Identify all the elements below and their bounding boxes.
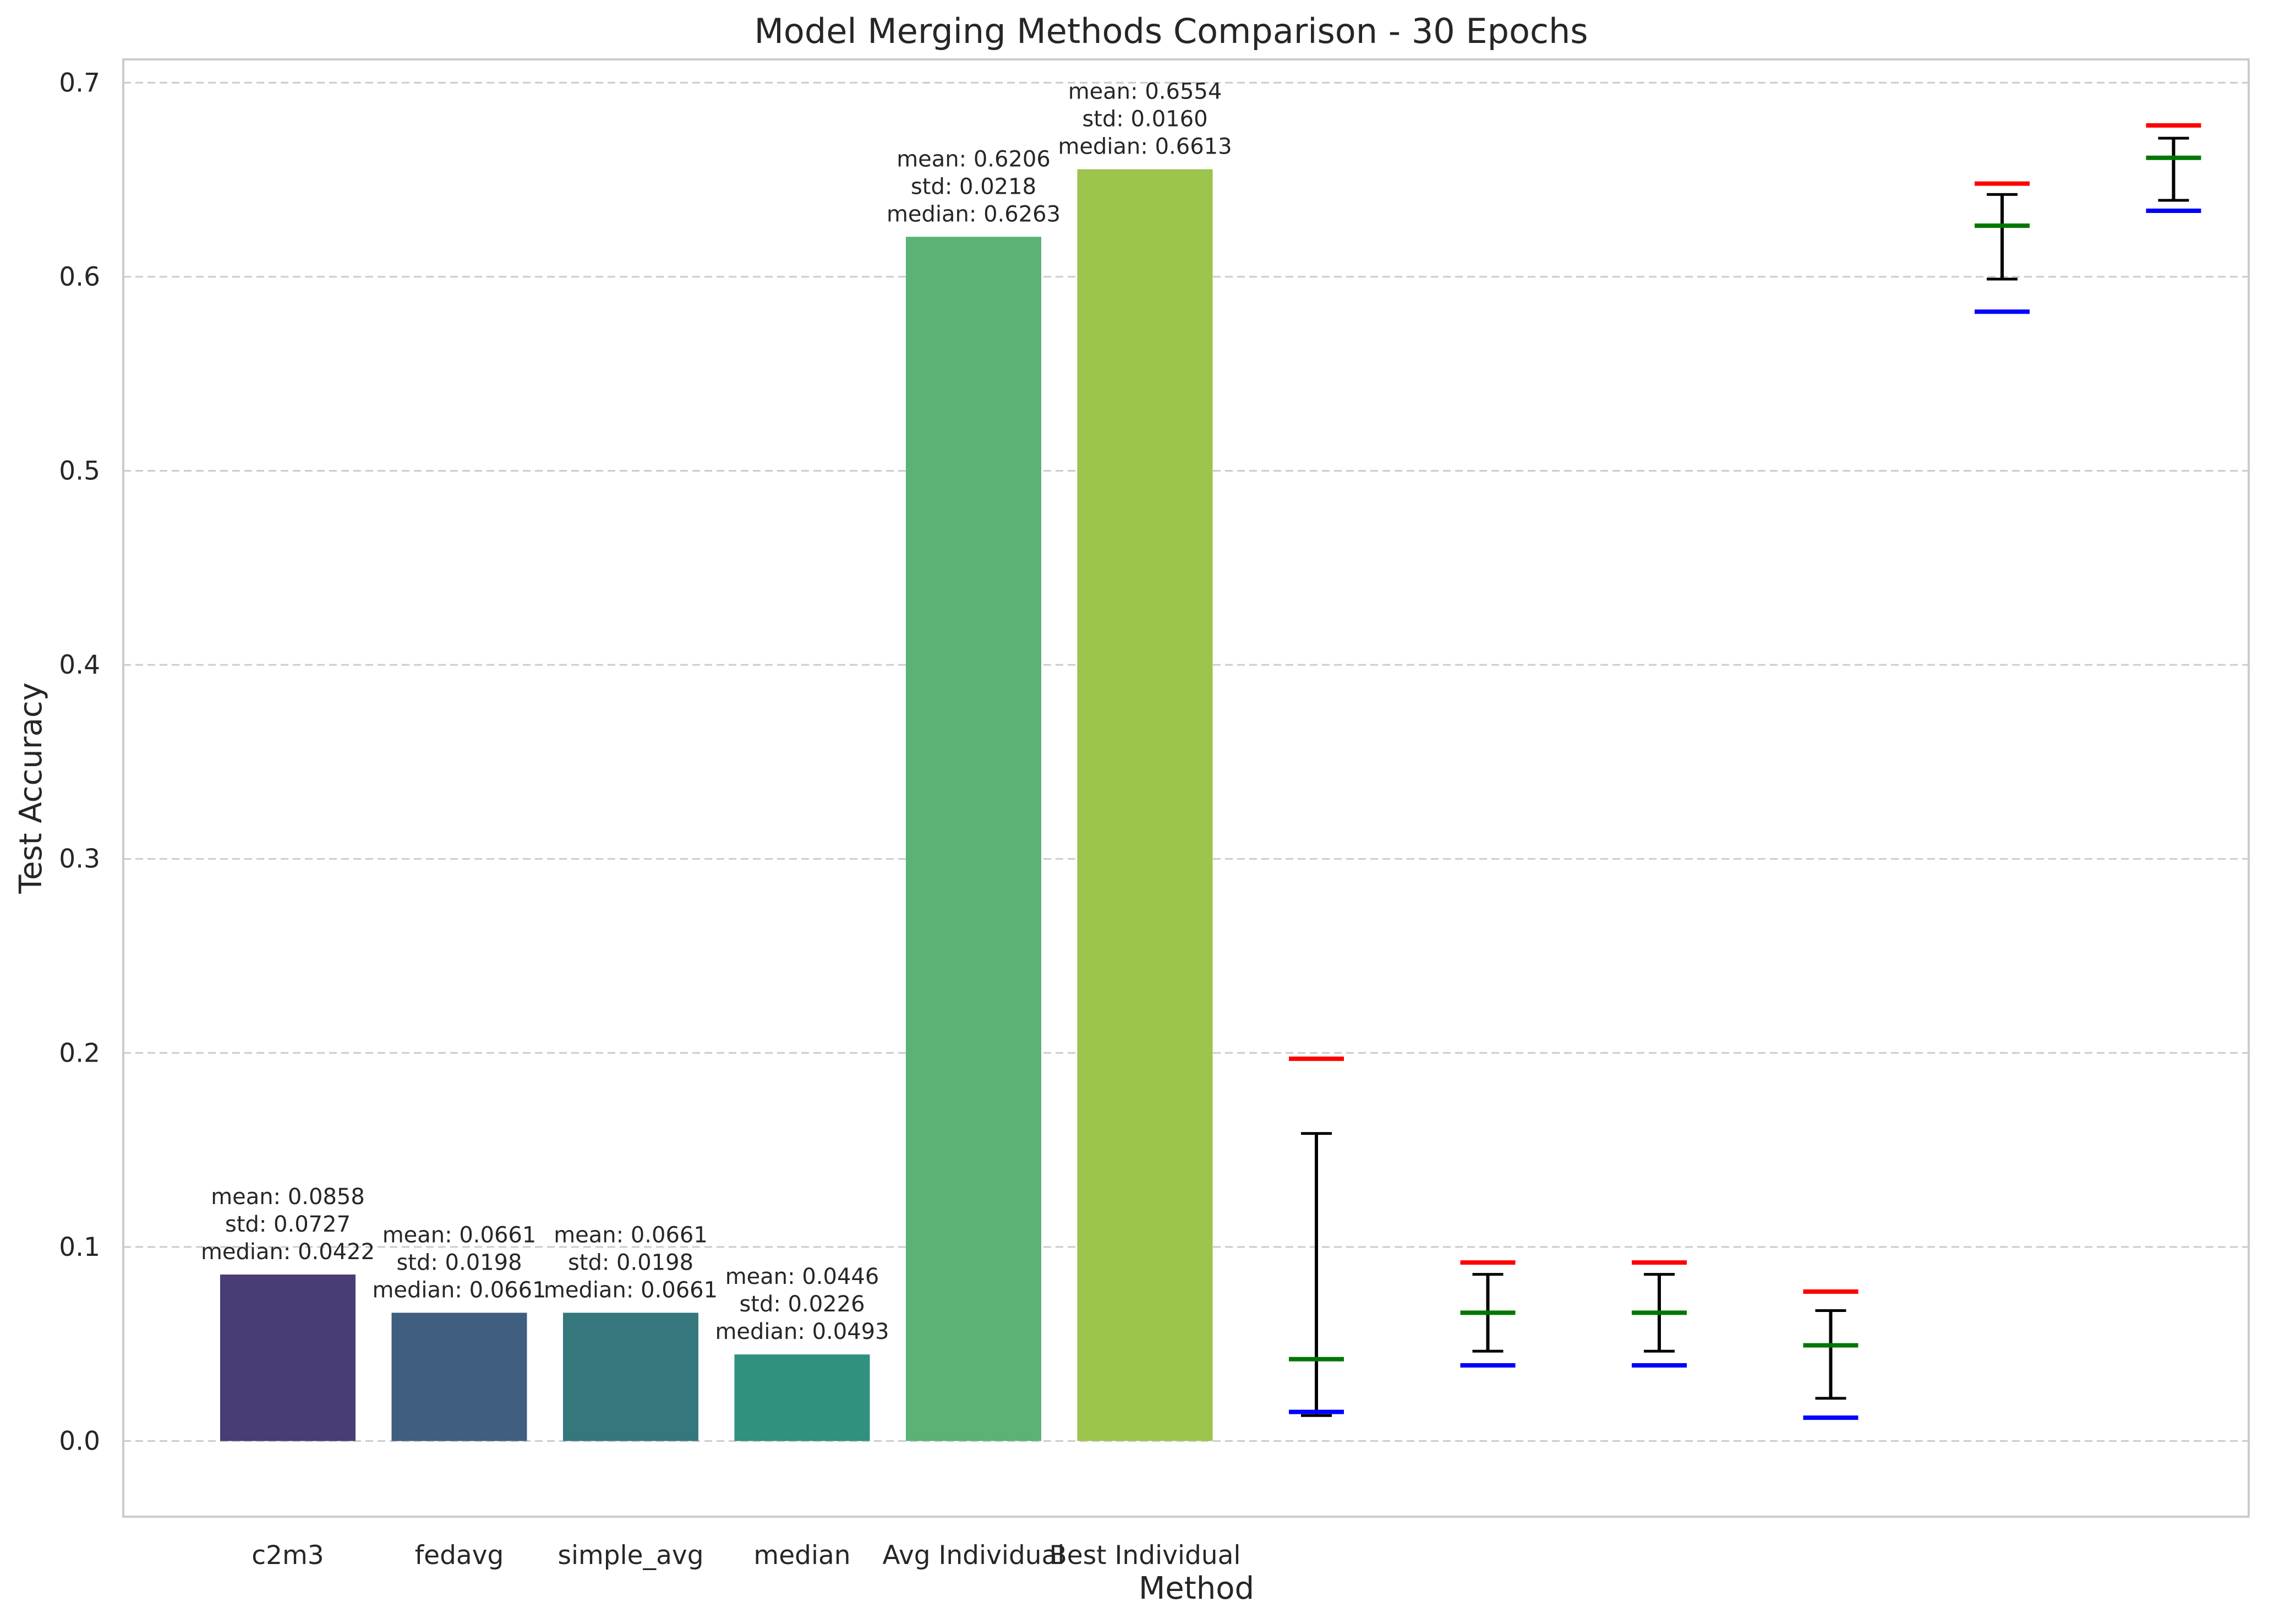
x-tick-label: c2m3 — [252, 1540, 324, 1571]
bar-annotation-line: mean: 0.0446 — [725, 1264, 879, 1289]
x-tick-label: fedavg — [415, 1540, 504, 1571]
error-markers — [1289, 123, 2201, 1420]
y-tick-label: 0.6 — [59, 262, 100, 292]
bar-annotation-line: median: 0.0422 — [201, 1239, 375, 1265]
axes: 0.0 0.1 0.2 0.3 0.4 0.5 0.6 0.7 c2m3 fedavg simple… — [59, 68, 1240, 1571]
x-tick-label: simple_avg — [557, 1540, 703, 1571]
bar — [391, 1313, 527, 1441]
chart-title: Model Merging Methods Comparison - 30 Ep… — [754, 11, 1588, 51]
bar-annotation-line: median: 0.6263 — [887, 201, 1060, 227]
bar-annotation-line: mean: 0.0858 — [211, 1184, 365, 1210]
bar-annotation-line: median: 0.0661 — [372, 1277, 546, 1303]
bar-annotation-line: median: 0.0493 — [715, 1319, 889, 1344]
x-tick-label: Best Individual — [1049, 1540, 1241, 1571]
bar-annotation-line: mean: 0.6206 — [896, 146, 1051, 172]
y-tick-label: 0.4 — [59, 650, 100, 680]
y-tick-label: 0.5 — [59, 456, 100, 486]
bar-annotation-line: std: 0.0198 — [568, 1250, 693, 1275]
bar — [563, 1313, 698, 1441]
y-axis-label: Test Accuracy — [13, 682, 49, 894]
y-tick-label: 0.3 — [59, 844, 100, 874]
bar-annotation-line: std: 0.0218 — [911, 174, 1036, 199]
y-tick-label: 0.0 — [59, 1426, 100, 1456]
bar — [220, 1274, 356, 1441]
bar-annotation-line: median: 0.0661 — [544, 1277, 718, 1303]
bar-annotation-line: std: 0.0198 — [396, 1250, 522, 1275]
plot-frame — [122, 58, 2250, 1518]
bar — [906, 237, 1041, 1441]
bar — [1077, 169, 1213, 1441]
bar-annotation-line: median: 0.6613 — [1058, 134, 1232, 160]
y-tick-label: 0.2 — [59, 1038, 100, 1068]
bars — [220, 169, 1213, 1441]
bar — [734, 1354, 870, 1441]
y-tick-label: 0.1 — [59, 1232, 100, 1262]
x-tick-label: median — [753, 1540, 850, 1571]
bar-annotation-line: std: 0.0727 — [225, 1212, 351, 1237]
bar-annotation-line: mean: 0.6554 — [1068, 79, 1222, 105]
bar-annotation-line: mean: 0.0661 — [554, 1222, 708, 1248]
x-tick-label: Avg Individual — [883, 1540, 1065, 1571]
x-axis-label: Method — [1139, 1571, 1254, 1606]
bar-annotation-line: std: 0.0226 — [739, 1292, 865, 1317]
bar-annotation-line: mean: 0.0661 — [382, 1222, 537, 1248]
y-tick-label: 0.7 — [59, 68, 100, 98]
bar-annotation-line: std: 0.0160 — [1082, 107, 1207, 132]
